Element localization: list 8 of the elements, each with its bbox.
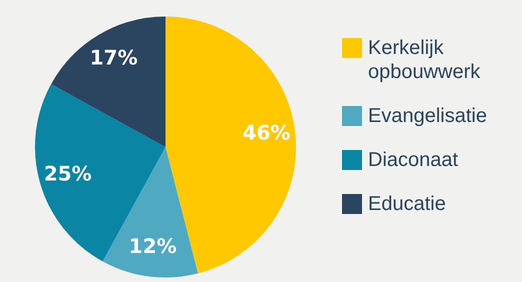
data-label: 25% — [44, 162, 92, 186]
data-label: 12% — [128, 234, 177, 258]
data-label: 17% — [90, 46, 138, 70]
data-label: 46% — [242, 120, 290, 144]
legend-label: Kerkelijk opbouwwerk — [368, 36, 482, 84]
legend-label: Evangelisatie — [368, 104, 487, 128]
legend-label: Educatie — [368, 192, 446, 216]
legend-label: Diaconaat — [368, 148, 458, 172]
